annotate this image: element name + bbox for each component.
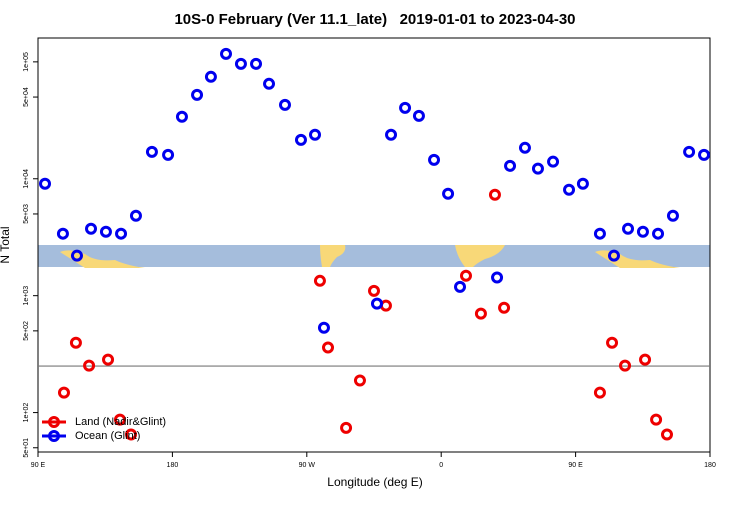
data-point <box>698 148 711 161</box>
data-point <box>606 336 619 349</box>
data-point <box>474 307 487 320</box>
data-point <box>85 222 98 235</box>
data-point <box>204 70 217 83</box>
data-point <box>57 386 70 399</box>
data-point <box>145 145 158 158</box>
data-point <box>459 269 472 282</box>
data-point <box>263 77 276 90</box>
data-point <box>622 222 635 235</box>
x-tick-label: 90 E <box>568 462 583 469</box>
y-tick-label: 5e+03 <box>23 204 30 224</box>
data-point <box>220 47 233 60</box>
x-tick-label: 90 W <box>299 462 316 469</box>
map-strip <box>38 245 710 268</box>
data-point <box>547 155 560 168</box>
data-point <box>56 227 69 240</box>
chart-title: 10S-0 February (Ver 11.1_late) 2019-01-0… <box>174 11 575 28</box>
data-point <box>250 57 263 70</box>
data-point <box>294 133 307 146</box>
data-point <box>442 187 455 200</box>
legend-label: Land (Nadir&Glint) <box>75 416 166 428</box>
data-point <box>322 341 335 354</box>
data-point <box>368 284 380 297</box>
data-point <box>113 413 126 426</box>
data-point <box>313 274 326 287</box>
data-point <box>234 57 247 70</box>
data-point <box>660 428 673 441</box>
data-point <box>576 177 589 190</box>
data-point <box>39 177 52 190</box>
y-tick-label: 1e+04 <box>23 169 30 189</box>
data-point <box>412 109 425 122</box>
data-point <box>652 227 665 240</box>
data-point <box>309 128 322 141</box>
data-point <box>428 153 441 166</box>
data-point <box>102 353 115 366</box>
y-tick-label: 5e+01 <box>23 438 30 458</box>
legend-label: Ocean (Glint) <box>75 430 140 442</box>
data-point <box>83 359 96 372</box>
data-point <box>639 353 652 366</box>
data-point <box>563 183 576 196</box>
data-point <box>498 301 511 314</box>
y-axis-label: N Total <box>0 226 12 263</box>
data-point <box>69 336 82 349</box>
data-point <box>488 188 501 201</box>
data-point <box>385 128 398 141</box>
data-point <box>175 110 188 123</box>
data-point <box>607 249 620 262</box>
data-point <box>593 386 606 399</box>
data-point <box>340 421 353 434</box>
data-point <box>353 374 366 387</box>
data-point <box>115 227 128 240</box>
data-point <box>593 227 606 240</box>
data-point <box>162 148 175 161</box>
data-point <box>70 249 83 262</box>
data-point <box>619 359 632 372</box>
data-point <box>491 271 504 284</box>
y-tick-label: 1e+03 <box>23 286 30 306</box>
data-point <box>636 225 649 238</box>
legend-marker <box>48 416 60 428</box>
x-axis-label: Longitude (deg E) <box>327 475 422 489</box>
data-point <box>531 162 544 175</box>
data-point <box>650 413 663 426</box>
y-tick-label: 5e+02 <box>23 321 30 341</box>
data-point <box>518 141 531 154</box>
x-tick-label: 0 <box>439 462 443 469</box>
y-tick-label: 1e+02 <box>23 403 30 423</box>
data-point <box>99 225 112 238</box>
x-tick-label: 90 E <box>31 462 46 469</box>
data-point <box>504 159 517 172</box>
data-point <box>125 428 138 441</box>
data-point <box>370 297 383 310</box>
data-point <box>683 145 696 158</box>
data-point <box>317 321 330 334</box>
plot-frame <box>37 37 711 453</box>
y-tick-label: 1e+05 <box>23 52 30 72</box>
legend-marker <box>48 430 60 442</box>
x-tick-label: 180 <box>167 462 179 469</box>
data-point <box>399 101 412 114</box>
data-point <box>278 98 291 111</box>
data-point <box>191 88 204 101</box>
y-tick-label: 5e+04 <box>23 87 30 107</box>
x-tick-label: 180 <box>704 462 716 469</box>
data-point <box>666 209 679 222</box>
data-point <box>454 280 467 293</box>
data-point <box>129 209 142 222</box>
